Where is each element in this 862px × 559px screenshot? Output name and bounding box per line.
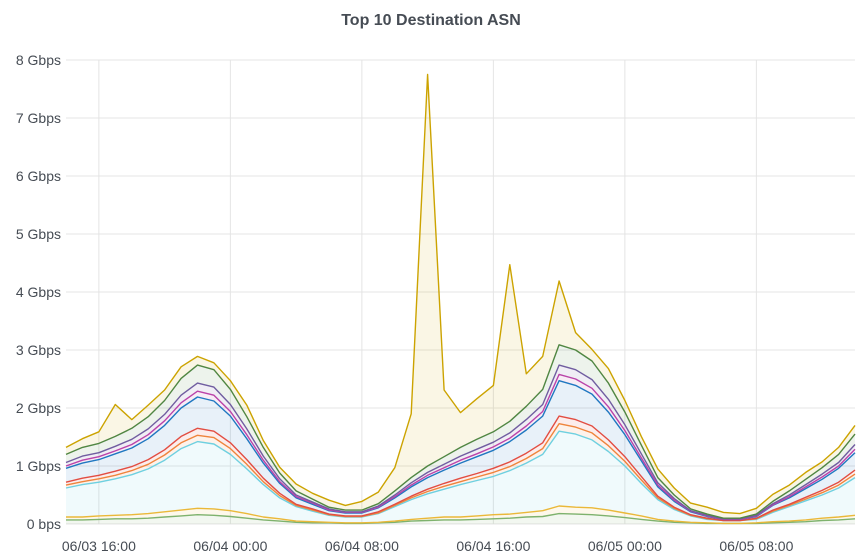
- series-area-10: [66, 74, 855, 519]
- x-tick-label: 06/04 00:00: [193, 538, 267, 554]
- x-axis: 06/03 16:00 06/04 00:00 06/04 08:00 06/04 1…: [62, 538, 794, 554]
- series-line-5: [65, 415, 856, 522]
- x-tick-label: 06/05 08:00: [719, 538, 793, 554]
- series-line-10: [65, 73, 856, 515]
- y-tick-label: 7 Gbps: [16, 110, 61, 126]
- x-tick-label: 06/04 08:00: [325, 538, 399, 554]
- x-tick-label: 06/05 00:00: [588, 538, 662, 554]
- x-tick-label: 06/04 16:00: [456, 538, 530, 554]
- y-tick-label: 1 Gbps: [16, 458, 61, 474]
- y-tick-label: 3 Gbps: [16, 342, 61, 358]
- y-tick-label: 4 Gbps: [16, 284, 61, 300]
- series-lines: [65, 73, 856, 525]
- y-tick-label: 2 Gbps: [16, 400, 61, 416]
- y-axis: 0 bps 1 Gbps 2 Gbps 3 Gbps 4 Gbps 5 Gbps 6 Gbp…: [16, 52, 61, 532]
- series-area-2: [66, 506, 855, 524]
- series-line-9: [65, 344, 856, 519]
- y-tick-label: 0 bps: [27, 516, 61, 532]
- x-tick-label: 06/03 16:00: [62, 538, 136, 554]
- series-line-2: [66, 505, 856, 525]
- y-tick-label: 5 Gbps: [16, 226, 61, 242]
- y-tick-label: 6 Gbps: [16, 168, 61, 184]
- chart-title: Top 10 Destination ASN: [341, 12, 521, 29]
- series-area-6: [66, 380, 855, 521]
- y-tick-label: 8 Gbps: [16, 52, 61, 68]
